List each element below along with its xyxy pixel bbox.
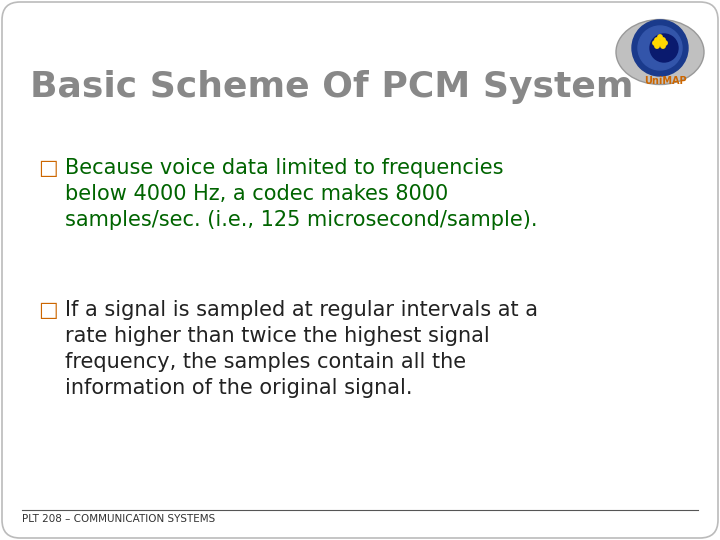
Circle shape [663,41,667,45]
Text: If a signal is sampled at regular intervals at a: If a signal is sampled at regular interv… [65,300,538,320]
Circle shape [632,20,688,76]
Text: Basic Scheme Of PCM System: Basic Scheme Of PCM System [30,70,634,104]
Text: Because voice data limited to frequencies: Because voice data limited to frequencie… [65,158,503,178]
Text: □: □ [38,300,58,320]
Text: UniMAP: UniMAP [644,76,686,86]
Text: PLT 208 – COMMUNICATION SYSTEMS: PLT 208 – COMMUNICATION SYSTEMS [22,514,215,524]
Circle shape [650,34,678,62]
Text: samples/sec. (i.e., 125 microsecond/sample).: samples/sec. (i.e., 125 microsecond/samp… [65,210,538,230]
Circle shape [654,38,660,42]
Circle shape [638,26,682,70]
Circle shape [658,41,662,45]
Text: information of the original signal.: information of the original signal. [65,378,413,398]
Text: frequency, the samples contain all the: frequency, the samples contain all the [65,352,466,372]
Circle shape [661,38,665,42]
Text: □: □ [38,158,58,178]
Circle shape [653,41,657,45]
Circle shape [658,35,662,39]
Circle shape [654,44,660,48]
Ellipse shape [616,19,704,84]
Text: below 4000 Hz, a codec makes 8000: below 4000 Hz, a codec makes 8000 [65,184,449,204]
Circle shape [661,44,665,48]
Text: rate higher than twice the highest signal: rate higher than twice the highest signa… [65,326,490,346]
